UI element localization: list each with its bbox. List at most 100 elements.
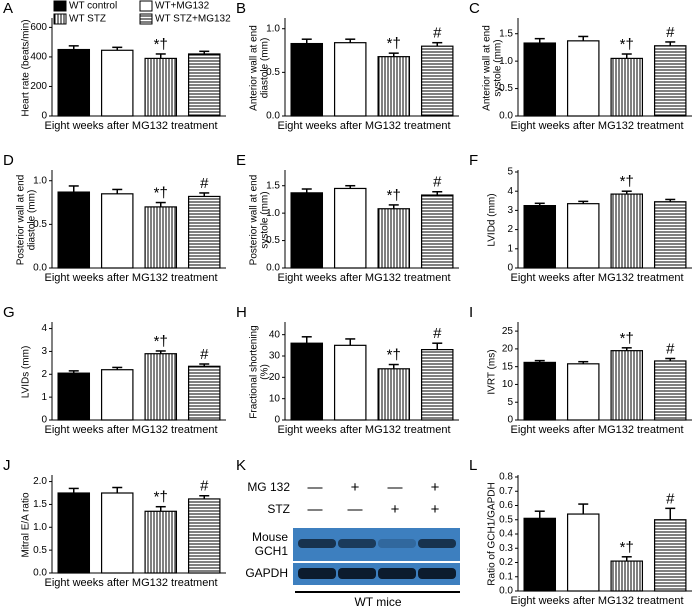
- panel-letter: A: [3, 0, 13, 17]
- x-axis-label: Eight weeks after MG132 treatment: [277, 120, 450, 132]
- y-tick-label: 0.5: [499, 514, 513, 525]
- bar: [610, 57, 644, 117]
- blot-strip: [293, 563, 460, 585]
- bar: [566, 363, 600, 421]
- y-axis-label: systole (mm): [493, 39, 504, 96]
- x-axis-label: Eight weeks after MG132 treatment: [510, 272, 683, 284]
- y-tick-label: 5: [507, 397, 513, 408]
- bar: [100, 369, 134, 421]
- legend-label: WT STZ: [69, 14, 106, 25]
- y-tick-label: 0.0: [33, 568, 47, 579]
- y-axis-label: Heart rate (beats/min): [21, 19, 32, 116]
- bar: [420, 349, 454, 421]
- y-tick-label: 3: [507, 205, 513, 216]
- significance-label: #: [666, 340, 675, 357]
- bar: [420, 194, 454, 269]
- treatment-sign: +: [431, 501, 440, 518]
- treatment-sign: —: [308, 501, 323, 518]
- bar: [57, 48, 91, 117]
- y-axis-label: Fractional shortening: [249, 325, 260, 418]
- y-tick-label: 1.0: [266, 208, 280, 219]
- blot-band: [378, 568, 416, 579]
- y-tick-label: 1.5: [266, 180, 280, 191]
- y-axis-label: (%): [260, 364, 271, 380]
- significance-label: #: [666, 490, 675, 507]
- blot-band: [298, 568, 336, 579]
- significance-label: *†: [387, 35, 401, 52]
- y-tick-label: 0: [41, 111, 47, 122]
- y-tick-label: 1.0: [33, 522, 47, 533]
- band-label: GCH1: [255, 544, 289, 558]
- footer-label: WT mice: [354, 595, 401, 609]
- significance-label: *†: [620, 173, 634, 190]
- y-axis-label: diastole (mm): [27, 190, 38, 251]
- row-label: MG 132: [247, 480, 290, 494]
- legend-swatch: [53, 13, 67, 25]
- significance-label: #: [433, 25, 442, 42]
- bar: [566, 40, 600, 117]
- blot-band: [418, 568, 456, 579]
- y-tick-label: 1.0: [266, 23, 280, 34]
- y-tick-label: 3: [41, 346, 47, 357]
- significance-label: #: [200, 346, 209, 363]
- panel-letter: J: [3, 457, 11, 474]
- blot-band: [338, 568, 376, 579]
- significance-label: *†: [620, 36, 634, 53]
- y-tick-label: 1: [41, 392, 47, 403]
- panel: G LVIDs (mm) 0 1 2 3 4 Eight weeks after MG132 …: [3, 304, 226, 436]
- y-tick-label: 0.4: [499, 529, 513, 540]
- x-axis-label: Eight weeks after MG132 treatment: [44, 577, 217, 589]
- y-tick-label: 5: [507, 167, 513, 178]
- blot-band: [338, 539, 376, 548]
- y-tick-label: 1.0: [33, 175, 47, 186]
- significance-label: *†: [154, 489, 168, 506]
- y-axis-label: diastole (mm): [260, 38, 271, 99]
- y-tick-label: 10: [502, 379, 514, 390]
- legend-label: WT control: [69, 1, 117, 12]
- significance-label: *†: [387, 187, 401, 204]
- y-tick-label: 0.2: [499, 557, 513, 568]
- bar: [100, 193, 134, 269]
- y-axis-label: LVIDd (mm): [487, 193, 498, 246]
- bar: [290, 42, 324, 117]
- x-axis-label: Eight weeks after MG132 treatment: [510, 595, 683, 607]
- treatment-sign: —: [348, 501, 363, 518]
- y-axis-label: systole (mm): [260, 191, 271, 248]
- y-axis-label: Posterior wall at end: [16, 175, 27, 266]
- x-axis-label: Eight weeks after MG132 treatment: [44, 272, 217, 284]
- panel-letter: L: [469, 457, 477, 474]
- panel-letter: H: [236, 304, 247, 321]
- bar: [523, 361, 557, 421]
- y-tick-label: 200: [30, 81, 47, 92]
- y-tick-label: 15: [502, 361, 514, 372]
- significance-label: #: [433, 174, 442, 191]
- bar: [333, 344, 367, 421]
- significance-label: *†: [387, 347, 401, 364]
- y-tick-label: 1.5: [499, 28, 513, 39]
- bar: [377, 368, 411, 421]
- y-tick-label: 0.0: [499, 111, 513, 122]
- y-tick-label: 0.6: [499, 500, 513, 511]
- legend-label: WT STZ+MG132: [155, 14, 231, 25]
- legend-swatch: [53, 0, 67, 12]
- y-tick-label: 400: [30, 52, 47, 63]
- y-tick-label: 0.5: [266, 235, 280, 246]
- bar: [523, 42, 557, 117]
- y-tick-label: 0: [507, 415, 513, 426]
- panel-letter: D: [3, 152, 14, 169]
- treatment-sign: +: [431, 479, 440, 496]
- significance-label: *†: [154, 36, 168, 53]
- band-label: Mouse: [252, 530, 288, 544]
- bar: [377, 208, 411, 269]
- blot-band: [378, 539, 416, 548]
- row-label: STZ: [267, 502, 290, 516]
- y-tick-label: 0.3: [499, 543, 513, 554]
- y-tick-label: 20: [502, 344, 514, 355]
- y-tick-label: 1.0: [499, 56, 513, 67]
